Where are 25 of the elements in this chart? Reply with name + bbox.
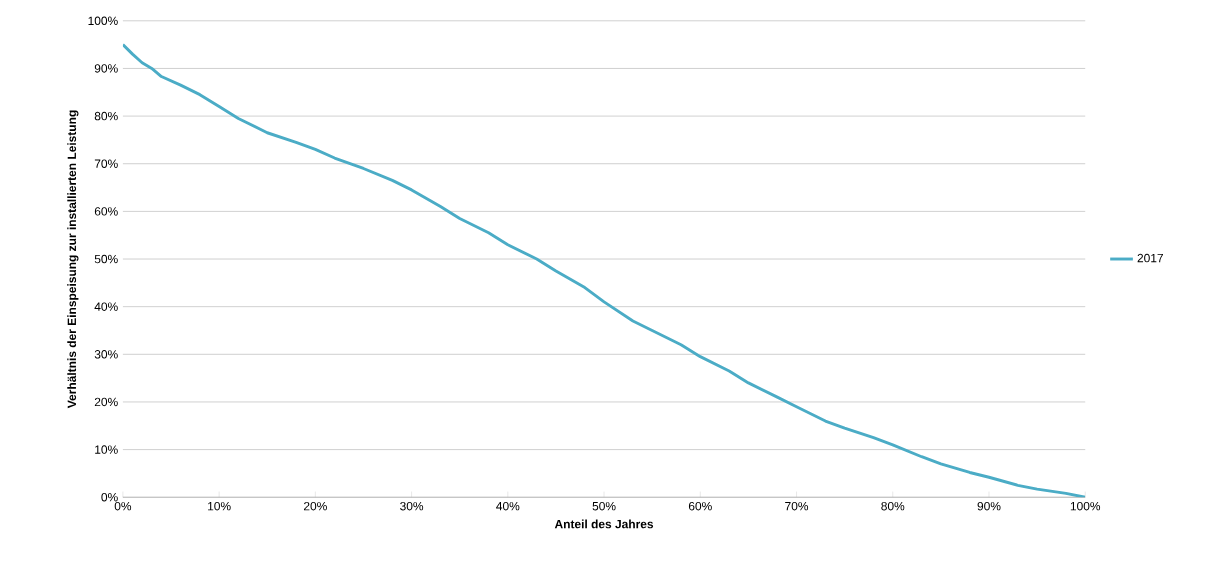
- x-tick-label: 30%: [400, 501, 424, 511]
- y-tick-label: 0%: [101, 492, 118, 502]
- y-tick-label: 40%: [94, 302, 118, 311]
- x-tick-label: 100%: [1070, 501, 1101, 511]
- x-tick-label: 0%: [114, 501, 132, 511]
- y-tick-label: 50%: [94, 254, 118, 264]
- legend-label: 2017: [1137, 253, 1163, 263]
- x-tick-label: 70%: [785, 501, 809, 511]
- y-tick-label: 80%: [94, 111, 118, 121]
- y-tick-label: 70%: [94, 159, 118, 168]
- x-tick-label: 50%: [592, 501, 616, 511]
- y-axis-title: Verhältnis der Einspeisung zur installierten Leistung: [67, 110, 79, 408]
- x-tick-label: 60%: [688, 501, 712, 511]
- y-tick-label: 30%: [94, 349, 118, 359]
- x-tick-label: 90%: [977, 501, 1001, 511]
- x-tick-label: 80%: [881, 501, 905, 511]
- x-axis-title: Anteil des Jahres: [554, 519, 654, 529]
- y-tick-label: 60%: [94, 206, 118, 216]
- y-tick-label: 100%: [88, 16, 118, 25]
- y-tick-label: 20%: [94, 397, 118, 407]
- x-tick-label: 10%: [208, 501, 231, 511]
- y-tick-label: 90%: [94, 64, 118, 73]
- x-tick-label: 40%: [496, 501, 520, 511]
- x-tick-label: 20%: [303, 501, 327, 511]
- y-tick-label: 10%: [95, 445, 118, 454]
